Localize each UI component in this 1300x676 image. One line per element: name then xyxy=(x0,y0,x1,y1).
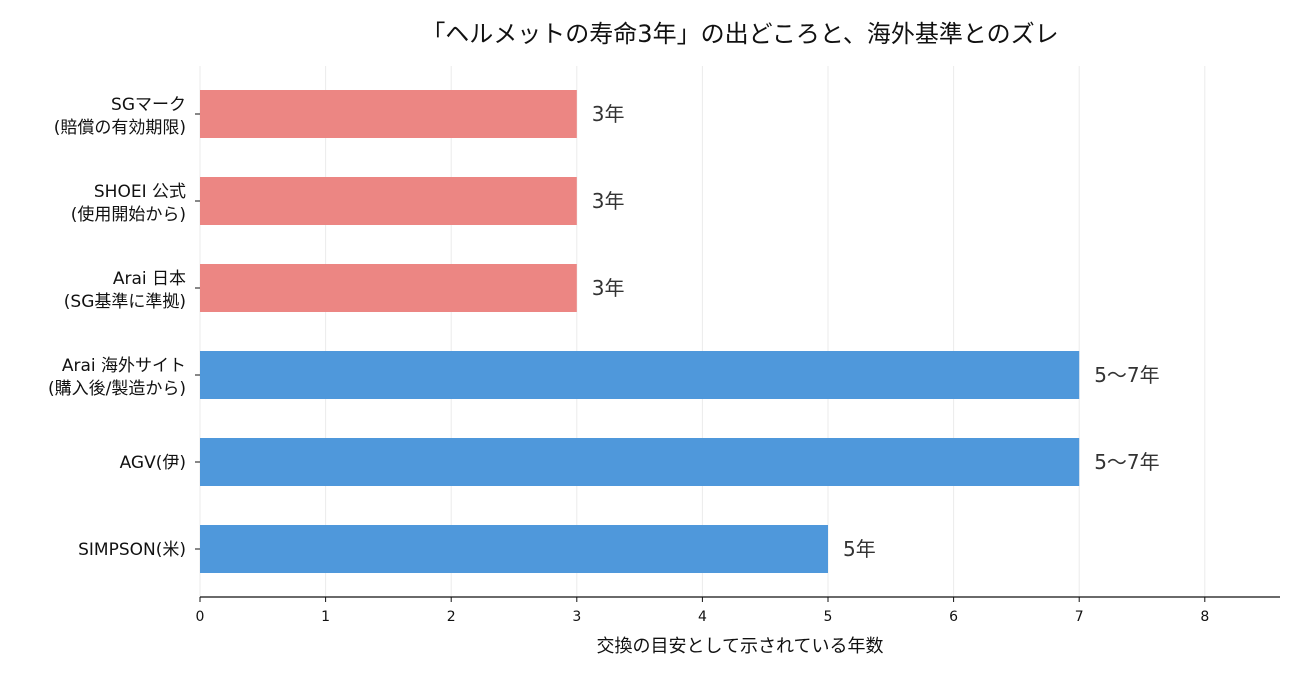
data-label: 3年 xyxy=(592,189,625,213)
data-label: 5〜7年 xyxy=(1094,450,1159,474)
category-label: AGV(伊) xyxy=(120,453,186,473)
category-label: Arai 海外サイト xyxy=(62,356,186,376)
chart-title: 「ヘルメットの寿命3年」の出どころと、海外基準とのズレ xyxy=(421,20,1059,48)
x-tick-label: 4 xyxy=(698,609,707,625)
data-label: 5〜7年 xyxy=(1094,363,1159,387)
data-label: 5年 xyxy=(843,537,876,561)
data-label: 3年 xyxy=(592,276,625,300)
bar xyxy=(200,525,828,573)
x-tick-label: 3 xyxy=(572,609,581,625)
x-tick-label: 5 xyxy=(824,609,833,625)
x-tick-label: 8 xyxy=(1200,609,1209,625)
category-label: SGマーク xyxy=(111,95,186,115)
category-label: (購入後/製造から) xyxy=(48,379,186,399)
category-label: Arai 日本 xyxy=(113,269,186,289)
category-label: (使用開始から) xyxy=(71,204,186,225)
data-label: 3年 xyxy=(592,102,625,126)
category-label: (SG基準に準拠) xyxy=(64,292,186,312)
category-label: SIMPSON(米) xyxy=(78,540,186,560)
bar xyxy=(200,90,577,138)
category-label: SHOEI 公式 xyxy=(94,182,186,202)
x-tick-label: 0 xyxy=(196,609,205,625)
x-tick-label: 7 xyxy=(1075,609,1084,625)
x-tick-label: 1 xyxy=(321,609,330,625)
x-axis-title: 交換の目安として示されている年数 xyxy=(597,636,884,657)
bar xyxy=(200,177,577,225)
bar xyxy=(200,264,577,312)
x-tick-label: 6 xyxy=(949,609,958,625)
category-label: (賠償の有効期限) xyxy=(54,118,186,138)
bar xyxy=(200,351,1080,399)
x-tick-label: 2 xyxy=(447,609,456,625)
bar xyxy=(200,438,1080,486)
